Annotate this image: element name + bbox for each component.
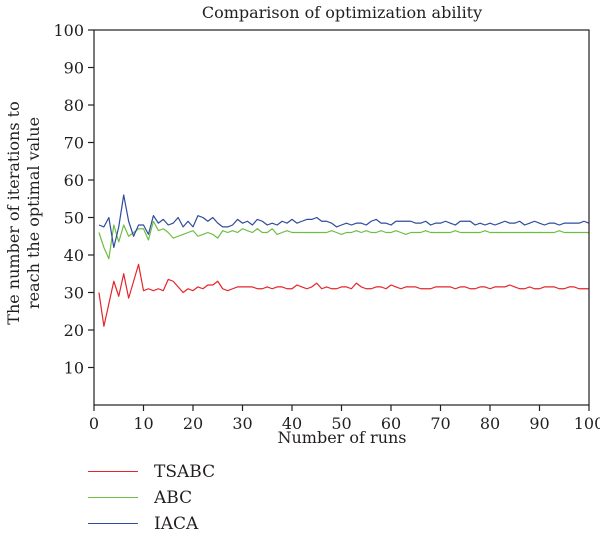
y-axis-label-line-1: The number of iterations to [4, 101, 23, 324]
x-tick-label-60: 60 [381, 414, 401, 433]
plot-frame [93, 29, 590, 406]
x-tick-label-70: 70 [430, 414, 450, 433]
legend-swatch-iaca [88, 523, 138, 524]
chart-title: Comparison of optimization ability [202, 3, 482, 22]
y-tick-label-60: 60 [64, 171, 84, 190]
y-tick-label-70: 70 [64, 134, 84, 153]
x-tick-label-30: 30 [232, 414, 252, 433]
y-axis-label: The number of iterations to reach the op… [4, 101, 43, 324]
y-tick-label-50: 50 [64, 209, 84, 228]
series-line-abc [98, 220, 589, 260]
y-tick-label-30: 30 [64, 284, 84, 303]
legend-label-abc: ABC [154, 488, 193, 508]
legend-swatch-tsabc [88, 471, 138, 472]
y-tick-label-40: 40 [64, 246, 84, 265]
x-tick-label-80: 80 [480, 414, 500, 433]
x-tick-label-90: 90 [529, 414, 549, 433]
series-line-iaca [98, 194, 590, 249]
y-axis-label-line-2: reach the optimal value [24, 117, 43, 309]
y-tick-label-10: 10 [64, 359, 84, 378]
y-tick-label-80: 80 [64, 96, 84, 115]
y-tick-label-20: 20 [64, 321, 84, 340]
x-tick-label-0: 0 [89, 414, 99, 433]
x-tick-label-50: 50 [331, 414, 351, 433]
y-tick-label-90: 90 [64, 59, 84, 78]
legend-swatch-abc [88, 497, 138, 498]
series-line-tsabc [98, 263, 589, 327]
legend-label-iaca: IACA [154, 514, 199, 534]
x-tick-label-10: 10 [133, 414, 153, 433]
legend-label-tsabc: TSABC [154, 462, 216, 482]
x-tick-label-100: 100 [574, 414, 600, 433]
x-axis-ticks: 0 10 20 30 40 50 60 70 80 90 100 [89, 405, 600, 433]
x-tick-label-20: 20 [183, 414, 203, 433]
y-axis-ticks: 10 20 30 40 50 60 70 80 90 100 [53, 21, 94, 378]
y-tick-label-100: 100 [53, 21, 84, 40]
series-layer [98, 194, 590, 327]
x-axis-label: Number of runs [277, 428, 406, 447]
x-tick-label-40: 40 [282, 414, 302, 433]
